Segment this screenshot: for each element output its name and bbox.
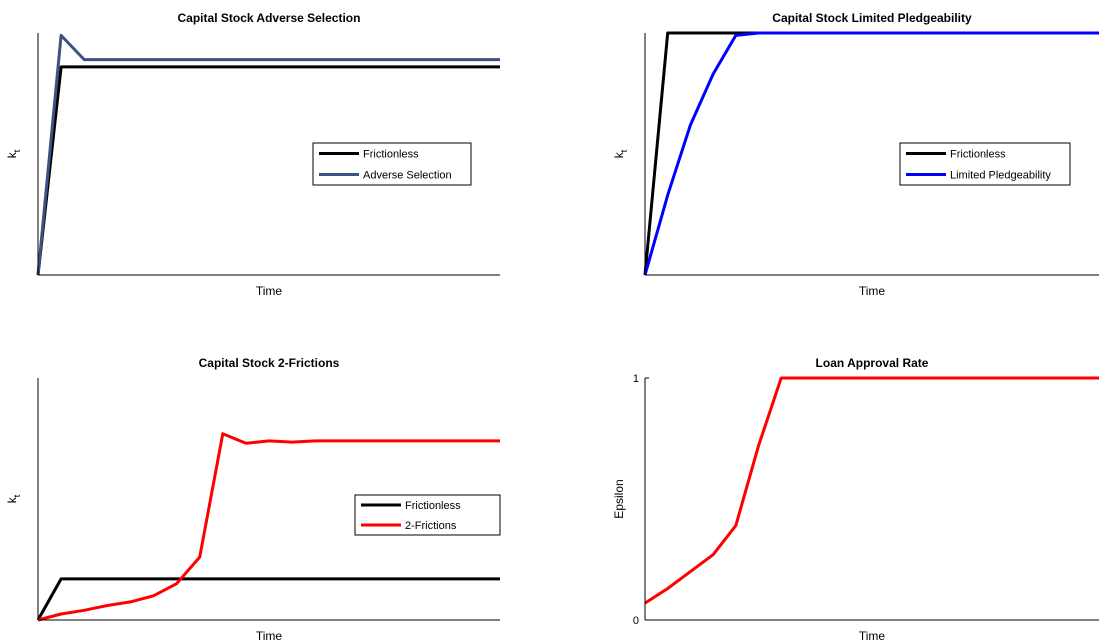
y-axis-label-subscript: t [619,149,629,152]
y-axis-label: kt [5,494,22,503]
legend-box [312,142,472,186]
x-axis-label: Time [256,284,283,298]
y-axis-label: kt [612,149,629,158]
chart-panel-4: Loan Approval Rate 0 1 Time Epsilon [612,356,1099,643]
legend-label-1: Frictionless [950,149,1006,161]
chart-title: Capital Stock Limited Pledgeability [772,11,972,25]
y-axis-label-subscript: t [12,494,22,497]
legend-label-2: Adverse Selection [363,170,452,182]
legend-box [354,494,501,536]
legend-box [899,142,1071,186]
legend: Frictionless Adverse Selection [312,142,472,186]
x-axis-label: Time [859,629,886,643]
y-axis-label: kt [5,149,22,158]
series-line-2 [36,33,500,276]
legend-label-2: 2-Frictions [405,520,457,532]
legend: Frictionless Limited Pledgeability [899,142,1071,186]
series-line-2 [37,432,500,622]
series-line-1 [36,577,500,621]
series-line-1 [36,65,500,276]
y-axis-label: Epsilon [612,479,626,518]
y-axis-label-subscript: t [12,149,22,152]
legend: Frictionless 2-Frictions [354,494,501,536]
chart-title: Loan Approval Rate [816,356,929,370]
series-line-1 [644,376,1099,605]
legend-label-1: Frictionless [405,500,461,512]
chart-title: Capital Stock 2-Frictions [199,356,340,370]
chart-panel-2: Capital Stock Limited Pledgeability Time k… [612,11,1099,298]
chart-panel-1: Capital Stock Adverse Selection Time kt Fri… [5,11,500,298]
chart-title: Capital Stock Adverse Selection [178,11,361,25]
y-tick-label: 0 [633,615,639,627]
x-axis-label: Time [256,629,283,643]
legend-label-1: Frictionless [363,149,419,161]
chart-panel-3: Capital Stock 2-Frictions Time kt Frictionl… [5,356,501,643]
series-line-2 [643,31,1099,276]
x-axis-label: Time [859,284,886,298]
legend-label-2: Limited Pledgeability [950,170,1051,182]
y-tick-label: 1 [633,373,639,385]
